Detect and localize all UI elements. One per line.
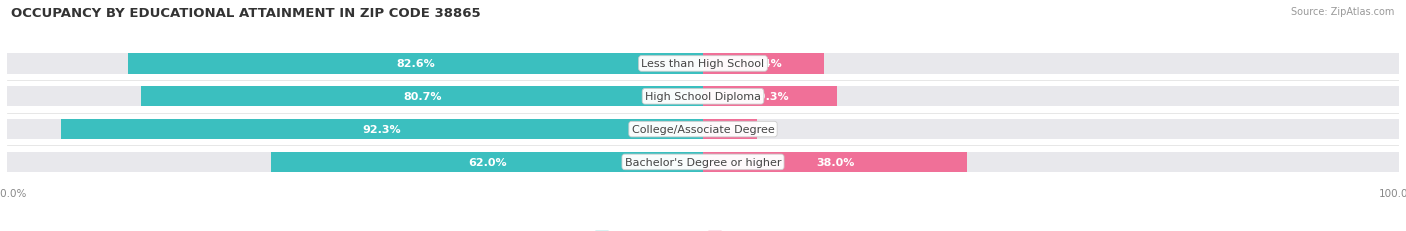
Text: Less than High School: Less than High School [641, 59, 765, 69]
Bar [703, 119, 756, 140]
Bar [703, 119, 1399, 140]
Bar [703, 54, 1399, 74]
Text: 38.0%: 38.0% [815, 157, 855, 167]
Bar [7, 87, 703, 107]
Text: 82.6%: 82.6% [396, 59, 434, 69]
Text: College/Associate Degree: College/Associate Degree [631, 125, 775, 134]
Text: 80.7%: 80.7% [404, 92, 441, 102]
Text: Bachelor's Degree or higher: Bachelor's Degree or higher [624, 157, 782, 167]
Text: 62.0%: 62.0% [468, 157, 506, 167]
Bar [271, 152, 703, 172]
Bar [7, 152, 703, 172]
Text: OCCUPANCY BY EDUCATIONAL ATTAINMENT IN ZIP CODE 38865: OCCUPANCY BY EDUCATIONAL ATTAINMENT IN Z… [11, 7, 481, 20]
Text: 17.4%: 17.4% [744, 59, 783, 69]
Bar [703, 152, 967, 172]
Bar [142, 87, 703, 107]
Text: 7.7%: 7.7% [714, 125, 745, 134]
Text: 19.3%: 19.3% [751, 92, 790, 102]
Bar [703, 87, 1399, 107]
Bar [703, 87, 838, 107]
Text: High School Diploma: High School Diploma [645, 92, 761, 102]
Bar [7, 119, 703, 140]
Text: Source: ZipAtlas.com: Source: ZipAtlas.com [1291, 7, 1395, 17]
Legend: Owner-occupied, Renter-occupied: Owner-occupied, Renter-occupied [591, 226, 815, 231]
Bar [703, 152, 1399, 172]
Text: 92.3%: 92.3% [363, 125, 401, 134]
Bar [7, 54, 703, 74]
Bar [703, 54, 824, 74]
Bar [60, 119, 703, 140]
Bar [128, 54, 703, 74]
